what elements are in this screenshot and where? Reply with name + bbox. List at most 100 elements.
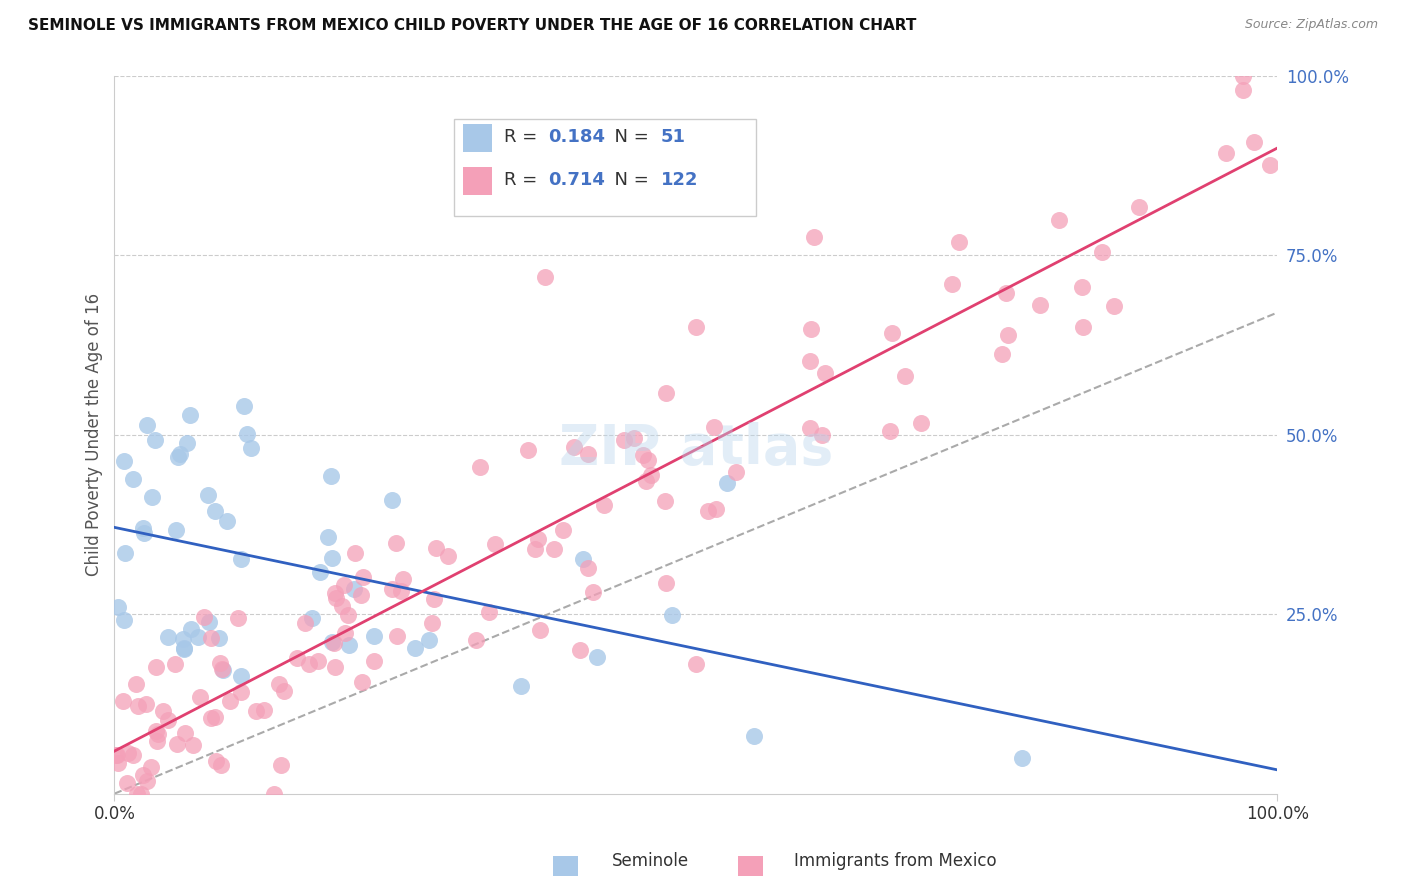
Point	[725, 466, 748, 480]
Point	[323, 636, 346, 650]
Point	[572, 551, 595, 566]
Point	[654, 575, 676, 590]
Point	[239, 441, 262, 455]
Point	[114, 613, 136, 627]
Text: 122: 122	[661, 170, 699, 188]
Point	[1047, 213, 1070, 227]
Point	[124, 676, 146, 690]
Point	[114, 546, 136, 560]
Point	[478, 605, 501, 619]
Point	[169, 447, 191, 461]
Text: 0.184: 0.184	[548, 128, 605, 145]
Point	[1071, 319, 1094, 334]
Point	[637, 453, 659, 467]
Point	[163, 657, 186, 672]
Point	[516, 443, 538, 458]
Text: SEMINOLE VS IMMIGRANTS FROM MEXICO CHILD POVERTY UNDER THE AGE OF 16 CORRELATION: SEMINOLE VS IMMIGRANTS FROM MEXICO CHILD…	[28, 18, 917, 33]
Point	[880, 326, 903, 340]
Point	[1091, 245, 1114, 260]
Point	[145, 660, 167, 674]
Bar	[454, 119, 756, 216]
Point	[585, 650, 607, 665]
Point	[200, 631, 222, 645]
Point	[337, 638, 360, 652]
Point	[197, 488, 219, 502]
Point	[212, 663, 235, 677]
Point	[562, 441, 585, 455]
Point	[716, 476, 738, 491]
Point	[1215, 146, 1237, 161]
Point	[381, 582, 404, 596]
Point	[215, 514, 238, 528]
Point	[330, 599, 353, 613]
Point	[141, 490, 163, 504]
Point	[319, 469, 342, 483]
Point	[122, 748, 145, 763]
Point	[527, 532, 550, 546]
Point	[893, 369, 915, 384]
Point	[704, 502, 727, 516]
Point	[132, 521, 155, 535]
Point	[425, 541, 447, 556]
Point	[350, 588, 373, 602]
Point	[105, 748, 128, 763]
Point	[337, 607, 360, 622]
Point	[350, 674, 373, 689]
Point	[333, 577, 356, 591]
Point	[204, 504, 226, 518]
Point	[117, 746, 139, 760]
Point	[263, 787, 285, 801]
Bar	[464, 167, 492, 195]
Point	[1028, 298, 1050, 312]
Bar	[464, 124, 492, 153]
Point	[141, 760, 163, 774]
Point	[127, 698, 149, 713]
Point	[172, 632, 194, 646]
Point	[1258, 158, 1281, 172]
Point	[152, 704, 174, 718]
Text: ZIP atlas: ZIP atlas	[558, 422, 834, 476]
Point	[814, 366, 837, 380]
Point	[991, 347, 1014, 361]
Point	[385, 536, 408, 550]
Point	[187, 631, 209, 645]
Point	[267, 677, 290, 691]
Point	[166, 737, 188, 751]
Point	[208, 631, 231, 645]
Point	[799, 353, 821, 368]
Point	[697, 503, 720, 517]
Point	[1232, 83, 1254, 97]
Text: 0.714: 0.714	[548, 170, 605, 188]
Point	[135, 773, 157, 788]
Point	[363, 629, 385, 643]
Text: Source: ZipAtlas.com: Source: ZipAtlas.com	[1244, 18, 1378, 31]
Point	[211, 662, 233, 676]
Point	[941, 277, 963, 291]
Point	[209, 757, 232, 772]
Point	[661, 607, 683, 622]
Point	[995, 285, 1018, 300]
Point	[107, 756, 129, 770]
Point	[420, 615, 443, 630]
Point	[742, 729, 765, 743]
Point	[392, 572, 415, 586]
Point	[343, 546, 366, 560]
Point	[640, 468, 662, 483]
Point	[270, 758, 292, 772]
Point	[146, 734, 169, 748]
Point	[308, 565, 330, 579]
Point	[325, 591, 347, 605]
Point	[104, 747, 127, 762]
Point	[543, 542, 565, 557]
Point	[204, 709, 226, 723]
Y-axis label: Child Poverty Under the Age of 16: Child Poverty Under the Age of 16	[86, 293, 103, 576]
Point	[273, 684, 295, 698]
Point	[1232, 69, 1254, 83]
Point	[125, 787, 148, 801]
Point	[188, 690, 211, 705]
Point	[381, 492, 404, 507]
Point	[179, 409, 201, 423]
Point	[593, 499, 616, 513]
Point	[418, 633, 440, 648]
Point	[623, 431, 645, 445]
